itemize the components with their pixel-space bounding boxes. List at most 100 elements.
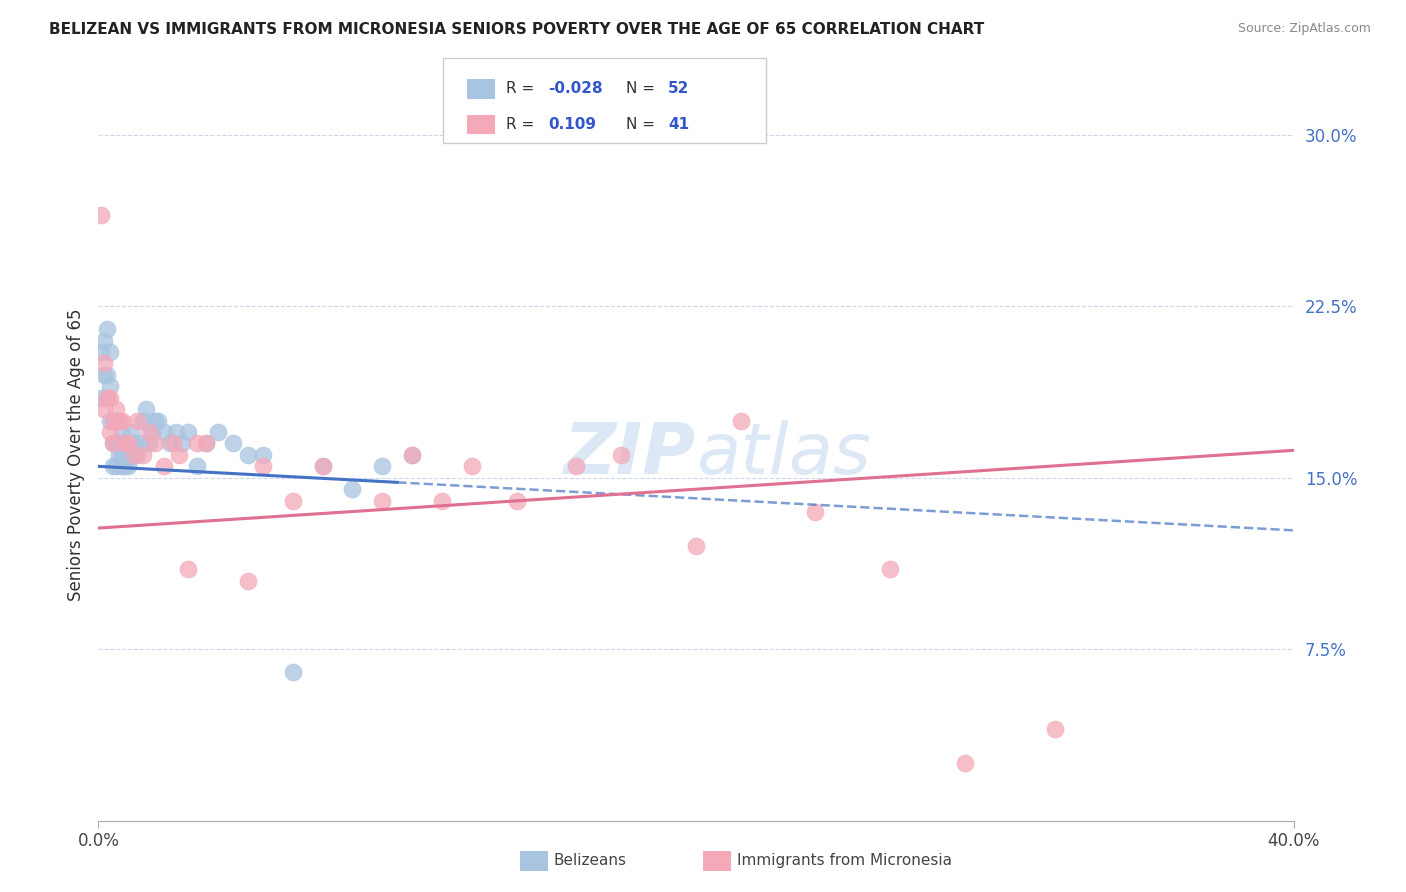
Point [103, 414, 125, 428]
Point [90, 208, 112, 222]
Point [98, 391, 122, 405]
Point [222, 436, 245, 450]
Point [103, 436, 125, 450]
Point [127, 448, 149, 462]
Point [177, 425, 200, 439]
Text: R =: R = [506, 117, 540, 132]
Point [186, 436, 208, 450]
Point [461, 459, 484, 474]
Point [804, 505, 827, 519]
Point [610, 448, 633, 462]
Point [93, 356, 115, 371]
Point [371, 493, 394, 508]
Point [135, 402, 157, 417]
Point [114, 459, 136, 474]
Point [401, 448, 423, 462]
Point [111, 459, 134, 474]
Point [281, 665, 304, 679]
Point [129, 436, 152, 450]
Point [165, 425, 187, 439]
Point [108, 414, 131, 428]
Point [172, 436, 194, 450]
Point [1043, 723, 1066, 737]
Point [90, 345, 112, 359]
Point [108, 448, 131, 462]
Point [117, 459, 139, 474]
Point [177, 562, 200, 576]
Text: 0.109: 0.109 [548, 117, 596, 132]
Point [114, 436, 136, 450]
Point [124, 436, 146, 450]
Point [132, 448, 155, 462]
Point [879, 562, 901, 576]
Point [93, 334, 115, 348]
Text: 52: 52 [668, 81, 689, 96]
Point [143, 414, 166, 428]
Point [195, 436, 218, 450]
Text: Source: ZipAtlas.com: Source: ZipAtlas.com [1237, 22, 1371, 36]
Point [93, 402, 115, 417]
Point [236, 448, 259, 462]
Point [953, 756, 976, 771]
Point [565, 459, 588, 474]
Point [96, 368, 118, 382]
Point [111, 425, 134, 439]
Point [124, 448, 146, 462]
Point [98, 414, 122, 428]
Text: N =: N = [626, 81, 659, 96]
Point [98, 345, 122, 359]
Text: atlas: atlas [696, 420, 870, 490]
Point [506, 493, 529, 508]
Point [685, 539, 707, 553]
Point [730, 414, 752, 428]
Point [132, 414, 155, 428]
Point [98, 425, 122, 439]
Point [105, 402, 128, 417]
Point [186, 459, 208, 474]
Point [148, 414, 170, 428]
Point [236, 574, 259, 588]
Point [141, 425, 163, 439]
Point [127, 414, 149, 428]
Text: -0.028: -0.028 [548, 81, 603, 96]
Point [117, 436, 139, 450]
Point [143, 436, 166, 450]
Point [105, 459, 128, 474]
Point [108, 436, 131, 450]
Point [342, 482, 364, 496]
Point [207, 425, 229, 439]
Text: Immigrants from Micronesia: Immigrants from Micronesia [737, 854, 952, 868]
Point [281, 493, 304, 508]
Point [105, 414, 128, 428]
Point [103, 414, 125, 428]
Text: R =: R = [506, 81, 540, 96]
Point [195, 436, 218, 450]
Point [138, 436, 160, 450]
Point [162, 436, 184, 450]
Point [311, 459, 333, 474]
Text: Belizeans: Belizeans [554, 854, 627, 868]
Text: N =: N = [626, 117, 659, 132]
Point [371, 459, 394, 474]
Point [111, 448, 134, 462]
Point [153, 425, 176, 439]
Y-axis label: Seniors Poverty Over the Age of 65: Seniors Poverty Over the Age of 65 [66, 309, 84, 601]
Text: 41: 41 [668, 117, 689, 132]
Point [159, 436, 181, 450]
Point [93, 368, 115, 382]
Point [311, 459, 333, 474]
Point [96, 391, 118, 405]
Point [401, 448, 423, 462]
Point [103, 459, 125, 474]
Point [96, 391, 118, 405]
Point [153, 459, 176, 474]
Text: BELIZEAN VS IMMIGRANTS FROM MICRONESIA SENIORS POVERTY OVER THE AGE OF 65 CORREL: BELIZEAN VS IMMIGRANTS FROM MICRONESIA S… [49, 22, 984, 37]
Point [108, 414, 131, 428]
Point [120, 425, 142, 439]
Point [105, 436, 128, 450]
Point [103, 436, 125, 450]
Point [167, 448, 190, 462]
Point [117, 448, 139, 462]
Text: ZIP: ZIP [564, 420, 696, 490]
Point [96, 322, 118, 336]
